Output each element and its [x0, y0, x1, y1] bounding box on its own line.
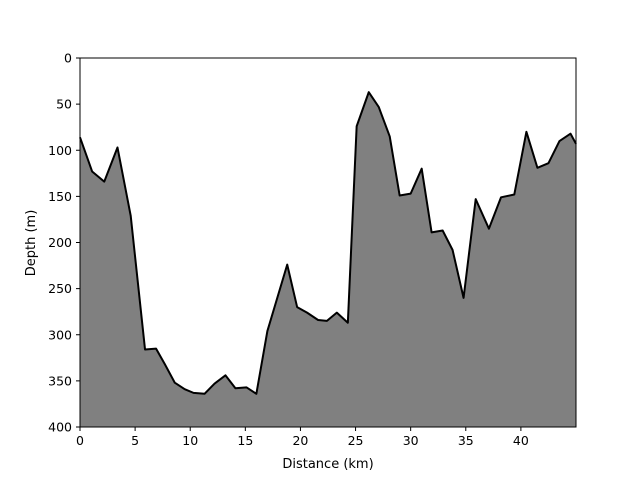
- x-tick-label: 5: [131, 433, 139, 448]
- y-axis-label: Depth (m): [24, 210, 39, 277]
- x-axis-label: Distance (km): [282, 457, 373, 472]
- y-tick-label: 200: [48, 235, 72, 250]
- x-tick-label: 0: [76, 433, 84, 448]
- y-tick-label: 150: [48, 189, 72, 204]
- x-tick-label: 10: [182, 433, 198, 448]
- x-tick-label: 25: [348, 433, 364, 448]
- x-tick-label: 35: [458, 433, 474, 448]
- y-tick-label: 250: [48, 281, 72, 296]
- x-tick-label: 30: [403, 433, 419, 448]
- y-tick-label: 400: [48, 420, 72, 435]
- depth-area-fill: [80, 92, 576, 427]
- x-tick-label: 15: [237, 433, 253, 448]
- depth-profile-line: [79, 91, 577, 395]
- y-tick-label: 100: [48, 143, 72, 158]
- y-tick-label: 0: [64, 51, 72, 66]
- x-axis-ticks: 0 5 10 15 20 25 30 35 40: [76, 427, 529, 448]
- y-tick-label: 350: [48, 373, 72, 388]
- y-tick-label: 50: [56, 97, 72, 112]
- y-axis-ticks: 0 50 100 150 200 250 300 350 400: [48, 51, 80, 435]
- y-tick-label: 300: [48, 327, 72, 342]
- x-tick-label: 20: [292, 433, 308, 448]
- x-tick-label: 40: [513, 433, 529, 448]
